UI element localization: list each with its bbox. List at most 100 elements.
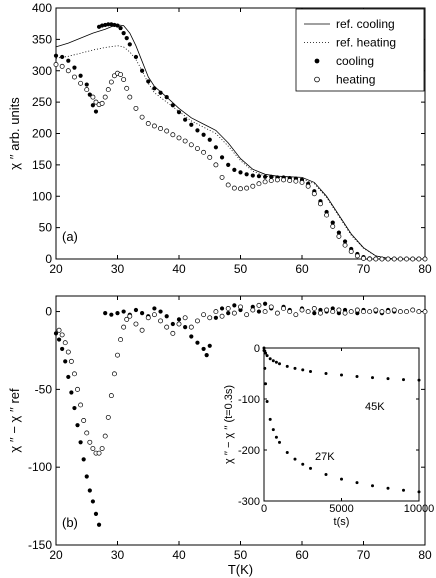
a-data-point	[213, 145, 218, 150]
a-x-tick-label: 30	[111, 262, 125, 276]
b-data-point	[293, 312, 299, 318]
b-y-tick-label: -100	[28, 460, 52, 474]
inset-data-point	[402, 378, 405, 382]
b-data-point	[416, 309, 422, 315]
inset-series-label-27k: 27K	[315, 451, 335, 463]
a-data-point	[269, 174, 274, 179]
a-data-point	[342, 239, 348, 244]
b-data-point	[256, 309, 262, 314]
inset-x-tick-label: 0	[261, 503, 267, 515]
inset-data-point	[324, 472, 328, 476]
a-data-point	[404, 256, 409, 262]
b-data-point	[213, 309, 219, 315]
a-data-point	[158, 126, 163, 131]
a-data-point	[90, 94, 96, 100]
b-data-point	[422, 309, 428, 315]
b-data-point	[96, 450, 102, 456]
b-data-point	[62, 340, 68, 346]
a-y-tick-label: 50	[39, 221, 53, 235]
b-data-point	[96, 522, 102, 527]
b-data-point	[109, 312, 114, 317]
b-data-point	[111, 371, 117, 377]
b-data-point	[305, 309, 311, 315]
a-data-point	[124, 85, 130, 91]
a-data-point	[324, 212, 330, 218]
b-data-point	[373, 307, 379, 313]
inset-data-point	[268, 417, 272, 421]
b-data-point	[87, 488, 92, 493]
legend-circle-marker	[314, 76, 320, 83]
a-data-point	[318, 201, 323, 207]
b-data-point	[115, 311, 120, 316]
a-data-point	[268, 178, 274, 184]
a-data-point	[152, 86, 157, 91]
a-data-point	[244, 185, 250, 191]
b-data-point	[348, 309, 354, 315]
b-data-point	[75, 423, 80, 428]
a-data-point	[106, 22, 111, 27]
b-x-axis-label: T(K)	[228, 562, 253, 577]
a-data-point	[183, 117, 188, 122]
a-series-line	[55, 45, 425, 260]
inset-y-tick-label: -300	[238, 496, 260, 508]
inset-data-point	[386, 486, 390, 490]
b-data-point	[195, 340, 200, 345]
a-data-point	[293, 178, 299, 184]
inset-data-point	[371, 376, 374, 380]
b-data-point	[78, 440, 83, 445]
b-data-point	[176, 317, 182, 322]
b-data-point	[145, 315, 151, 321]
a-data-point	[330, 223, 336, 229]
a-y-tick-label: 100	[32, 189, 52, 203]
inset-data-point	[324, 372, 328, 375]
a-data-point	[102, 94, 108, 100]
b-data-point	[69, 390, 74, 395]
a-data-point	[87, 92, 92, 97]
inset-data-point	[293, 366, 297, 370]
a-data-point	[348, 249, 354, 254]
b-data-point	[219, 306, 225, 311]
b-data-point	[56, 327, 62, 333]
b-data-point	[158, 309, 163, 314]
legend-entry-label: heating	[336, 73, 375, 87]
b-data-point	[404, 309, 409, 315]
a-data-point	[139, 114, 145, 120]
b-data-point	[379, 309, 385, 315]
a-data-point	[238, 170, 243, 175]
b-data-point	[121, 324, 127, 330]
a-data-point	[225, 182, 231, 188]
inset-data-point	[263, 366, 267, 370]
b-x-tick-label: 30	[111, 548, 125, 562]
inset-y-tick-label: 0	[254, 343, 260, 355]
a-data-point	[170, 103, 175, 108]
a-data-point	[274, 177, 280, 183]
inset-data-point	[417, 378, 421, 382]
a-x-tick-label: 40	[172, 262, 186, 276]
b-data-point	[53, 331, 59, 336]
inset-data-point	[265, 400, 269, 404]
b-data-point	[133, 307, 139, 313]
a-data-point	[182, 138, 188, 144]
a-data-point	[60, 54, 65, 60]
inset-data-point	[402, 488, 405, 492]
b-data-point	[256, 302, 262, 308]
a-data-point	[188, 142, 194, 148]
b-data-point	[72, 405, 77, 411]
a-y-tick-label: 250	[32, 95, 52, 109]
b-data-point	[118, 337, 124, 343]
b-data-point	[170, 330, 176, 336]
b-data-point	[93, 511, 99, 516]
inset-data-point	[355, 481, 359, 485]
b-x-tick-label: 60	[295, 548, 309, 562]
b-data-point	[140, 311, 145, 316]
inset-data-point	[278, 362, 281, 366]
a-data-point	[201, 149, 207, 155]
b-x-tick-label: 80	[418, 548, 432, 562]
a-data-point	[118, 25, 123, 31]
inset-data-point	[386, 377, 390, 381]
b-data-point	[342, 310, 348, 316]
a-data-point	[256, 174, 262, 179]
a-data-point	[78, 80, 84, 86]
a-data-point	[410, 256, 416, 262]
a-data-point	[127, 94, 133, 100]
